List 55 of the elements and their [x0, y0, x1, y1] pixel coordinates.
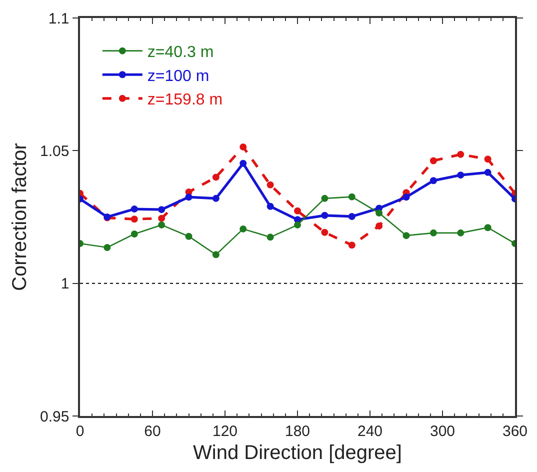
- y-tick-label: 1.1: [48, 10, 70, 28]
- point: [321, 194, 328, 202]
- x-tick-label: 300: [430, 422, 456, 440]
- point: [158, 206, 166, 214]
- point: [266, 202, 274, 210]
- point: [266, 181, 274, 188]
- point: [158, 214, 166, 222]
- legend-label: z=100 m: [147, 68, 210, 85]
- point: [130, 206, 138, 213]
- point: [348, 193, 356, 200]
- legend-label: z=159.8 m: [147, 92, 223, 109]
- point: [294, 221, 301, 228]
- point: [348, 242, 356, 249]
- y-tick-label: 1: [60, 276, 70, 293]
- y-tick-label: 0.95: [40, 408, 70, 426]
- point: [212, 174, 220, 181]
- point: [457, 150, 464, 158]
- point: [430, 229, 437, 236]
- point: [376, 210, 383, 217]
- point: [240, 160, 247, 167]
- point: [266, 234, 274, 241]
- x-tick-label: 60: [144, 422, 161, 440]
- x-tick-label: 240: [357, 422, 383, 440]
- point: [130, 230, 138, 238]
- legend-label: z=40.3 m: [147, 44, 214, 62]
- x-tick-label: 180: [284, 422, 310, 440]
- y-axis-title: Correction factor: [9, 142, 32, 291]
- point: [185, 194, 192, 201]
- point: [457, 172, 464, 179]
- point: [240, 143, 247, 150]
- point: [484, 224, 492, 232]
- point: [240, 225, 247, 232]
- y-tick-label: 1.05: [40, 142, 70, 160]
- point: [321, 212, 328, 219]
- point: [484, 168, 492, 176]
- point: [321, 228, 328, 236]
- point: [294, 207, 301, 214]
- point: [104, 244, 111, 252]
- point: [402, 194, 410, 201]
- point: [185, 232, 192, 240]
- point: [212, 194, 220, 202]
- point: [212, 251, 220, 258]
- point: [430, 177, 437, 184]
- point: [376, 222, 383, 230]
- point: [457, 229, 464, 236]
- point: [158, 221, 166, 228]
- x-tick-label: 360: [502, 422, 528, 440]
- point: [430, 157, 437, 164]
- point: [484, 156, 492, 163]
- point: [348, 212, 356, 220]
- x-tick-label: 120: [212, 422, 238, 440]
- point: [130, 216, 138, 223]
- x-axis-title: Wind Direction [degree]: [193, 442, 402, 464]
- x-tick-label: 0: [76, 422, 84, 440]
- point: [402, 232, 410, 240]
